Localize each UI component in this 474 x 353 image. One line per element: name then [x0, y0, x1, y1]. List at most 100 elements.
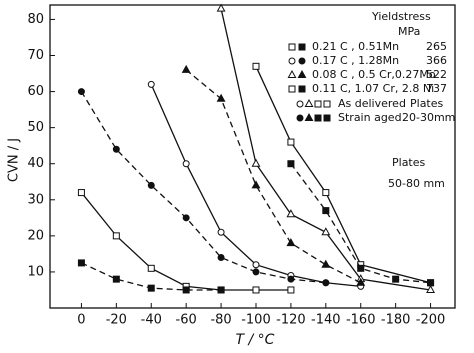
legend-marker — [298, 57, 306, 65]
legend-label: 0.21 C , 0.51Mn — [312, 40, 399, 53]
marker — [321, 259, 331, 268]
x-tick-label: -160 — [346, 313, 376, 328]
marker — [392, 275, 400, 283]
marker — [427, 279, 435, 287]
marker — [182, 286, 190, 294]
marker — [217, 228, 225, 236]
legend-marker — [296, 100, 304, 108]
condition-label: As delivered — [338, 97, 406, 110]
y-tick-label: 10 — [27, 264, 44, 279]
plate-note: 20-30mm — [402, 111, 455, 124]
legend-value: 737 — [426, 82, 447, 95]
marker — [147, 80, 155, 88]
legend-unit: MPa — [398, 25, 420, 38]
marker — [322, 189, 330, 197]
marker — [252, 261, 260, 269]
legend-marker — [296, 114, 304, 122]
curve — [80, 91, 326, 284]
marker — [77, 259, 85, 267]
marker — [182, 160, 190, 168]
legend-marker — [323, 100, 331, 108]
marker — [217, 254, 225, 261]
marker — [182, 214, 190, 222]
x-tick-label: -120 — [276, 313, 306, 328]
curve — [185, 69, 362, 284]
marker — [251, 180, 261, 189]
legend-marker — [288, 85, 296, 93]
legend-marker — [304, 98, 314, 107]
marker — [251, 158, 261, 167]
marker — [181, 64, 191, 73]
marker — [112, 145, 120, 153]
legend-marker — [287, 69, 297, 78]
legend-marker — [298, 43, 306, 51]
legend-label: 0.17 C , 1.28Mn — [312, 54, 399, 67]
legend-value: 366 — [426, 54, 447, 67]
marker — [77, 88, 85, 96]
curve — [80, 192, 291, 291]
marker — [322, 279, 330, 287]
marker — [217, 286, 225, 294]
marker — [216, 3, 226, 12]
plate-note: Plates — [410, 97, 444, 110]
y-tick-label: 60 — [27, 84, 44, 99]
x-tick-label: -80 — [210, 313, 231, 328]
x-tick-label: -180 — [381, 313, 411, 328]
marker — [287, 160, 295, 168]
y-tick-label: 40 — [27, 156, 44, 171]
x-tick-label: -20 — [106, 313, 127, 328]
y-tick-label: 30 — [27, 192, 44, 207]
marker — [112, 232, 120, 240]
x-tick-label: -40 — [141, 313, 162, 328]
marker — [147, 264, 155, 272]
legend-marker — [298, 85, 306, 93]
legend-title: Yieldstress — [371, 10, 431, 23]
legend-value: 265 — [426, 40, 447, 53]
marker — [112, 275, 120, 283]
marker — [216, 93, 226, 102]
legend-marker — [314, 114, 322, 122]
x-tick-label: -60 — [176, 313, 197, 328]
marker — [252, 286, 260, 294]
y-axis-label: CVN / J — [7, 138, 22, 182]
y-tick-label: 50 — [27, 120, 44, 135]
marker — [356, 277, 366, 286]
marker — [252, 268, 260, 276]
legend-marker — [314, 100, 322, 108]
marker — [287, 286, 295, 294]
marker — [287, 138, 295, 146]
marker — [426, 284, 436, 293]
x-tick-label: -100 — [241, 313, 271, 328]
y-tick-label: 80 — [27, 12, 44, 27]
legend-value: 522 — [426, 68, 447, 81]
legend-marker — [288, 43, 296, 51]
x-tick-label: -140 — [311, 313, 341, 328]
marker — [357, 264, 365, 272]
legend-marker — [288, 57, 296, 65]
marker — [147, 284, 155, 292]
marker — [287, 275, 295, 283]
legend-label: 0.11 C, 1.07 Cr, 2.8 Ni — [312, 82, 434, 95]
plate-note: 50-80 mm — [388, 177, 445, 190]
curve — [220, 8, 431, 291]
y-tick-label: 70 — [27, 48, 44, 63]
marker — [147, 181, 155, 189]
marker — [321, 227, 331, 236]
legend-marker — [323, 114, 331, 122]
x-tick-label: 0 — [77, 313, 85, 328]
plate-note: Plates — [392, 156, 426, 169]
marker — [286, 209, 296, 218]
x-axis-label: T / °C — [236, 332, 275, 348]
marker — [77, 189, 85, 197]
plot-frame — [49, 4, 456, 309]
marker — [252, 62, 260, 70]
condition-label: Strain aged — [338, 111, 402, 124]
marker — [286, 238, 296, 247]
x-tick-label: -200 — [416, 313, 446, 328]
y-tick-label: 20 — [27, 228, 44, 243]
legend-marker — [297, 69, 307, 78]
legend-marker — [304, 112, 314, 121]
legend-label: 0.08 C , 0.5 Cr,0.27Mo — [312, 68, 436, 81]
marker — [322, 207, 330, 215]
